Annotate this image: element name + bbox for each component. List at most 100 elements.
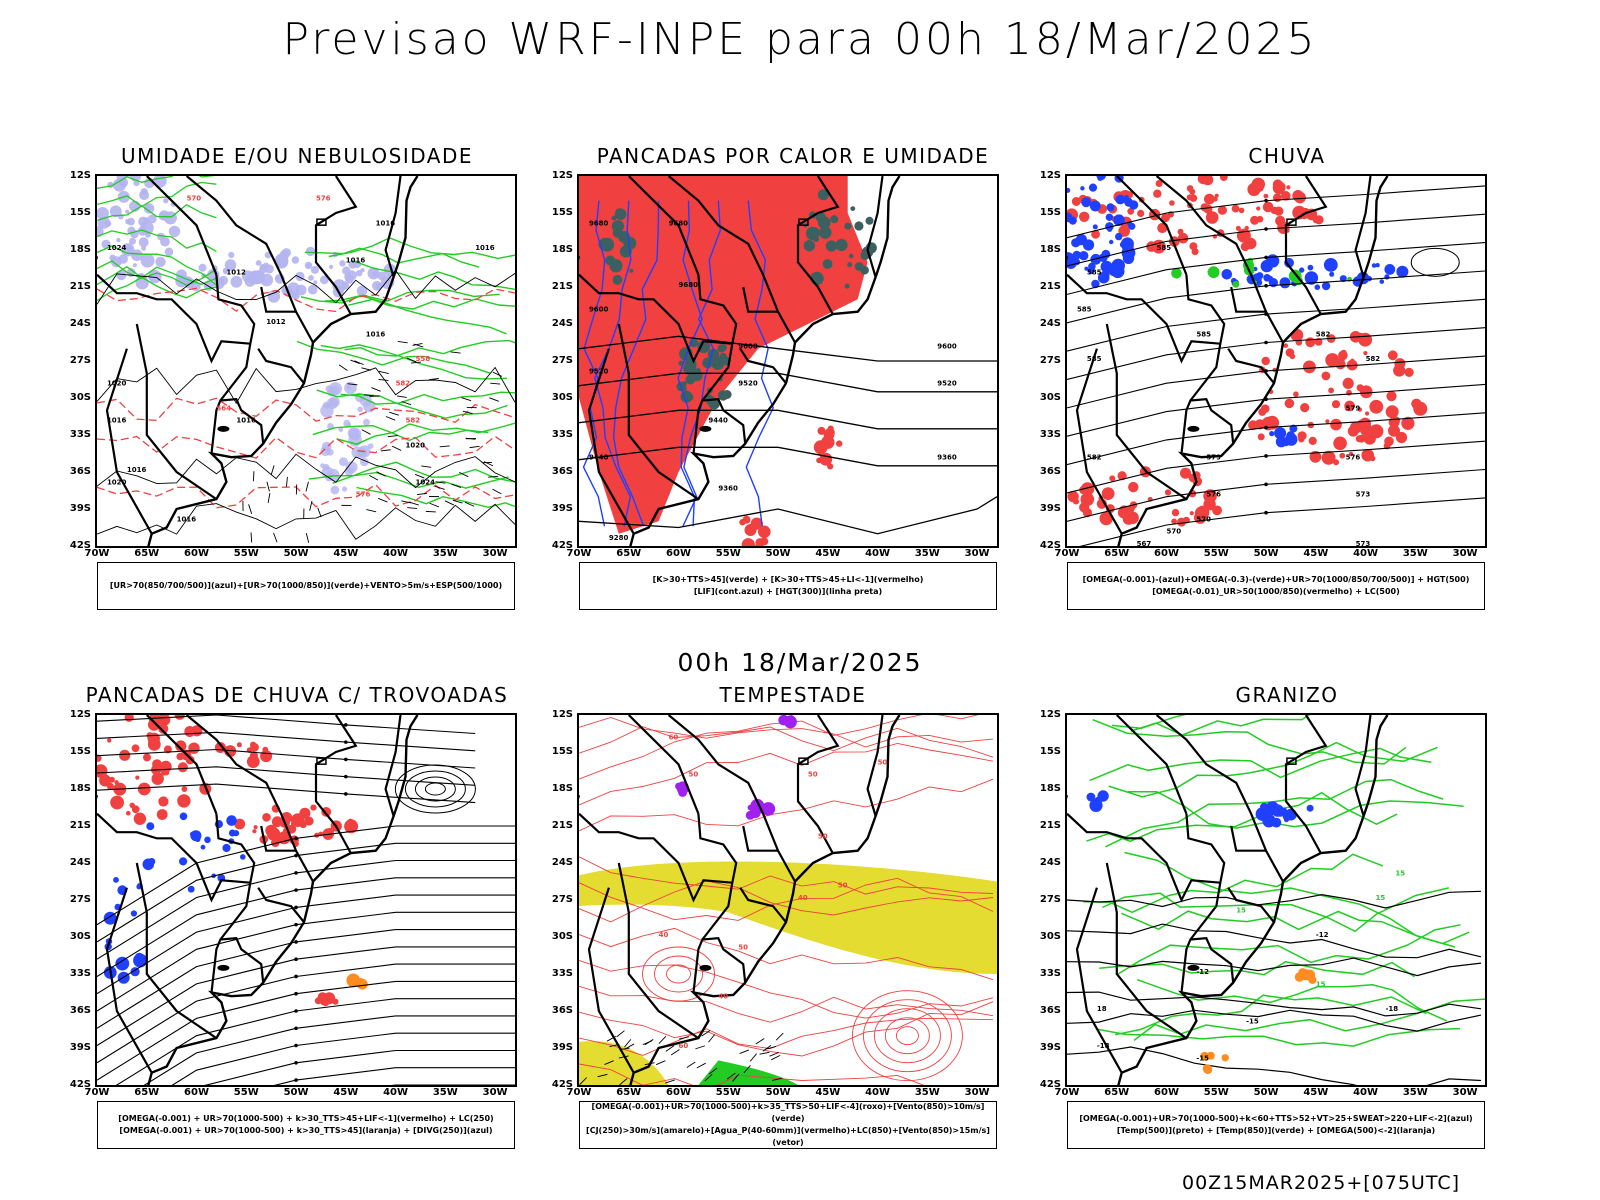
- omega-area: [1314, 284, 1321, 290]
- temp-850-contour: [1092, 719, 1407, 765]
- lon-tick-label: 30W: [1452, 548, 1478, 559]
- lat-tick-label: 36S: [551, 466, 573, 477]
- streamline-arrow: [294, 871, 298, 875]
- wind-vector: [769, 1051, 779, 1057]
- temp-850-contour: [1114, 994, 1427, 1036]
- wind-vector: [619, 1078, 628, 1085]
- omega-500-area: [1304, 969, 1316, 981]
- rain-area: [1204, 193, 1215, 205]
- humidity-contour-1000: [344, 339, 515, 357]
- omega-area: [1375, 263, 1380, 268]
- forecast-time-label: 00h 18/Mar/2025: [677, 648, 923, 677]
- humidity-area-850: [363, 400, 376, 413]
- omega-area: [1307, 264, 1314, 271]
- humidity-contour-1000: [97, 260, 217, 287]
- lat-tick-label: 12S: [1039, 170, 1061, 181]
- contour-label: 15: [1236, 906, 1246, 914]
- water-vapor-contour: [579, 877, 994, 921]
- humidity-area-850: [255, 260, 262, 266]
- instability-area: [742, 515, 751, 524]
- omega-area: [1121, 246, 1136, 260]
- lon-tick-label: 30W: [964, 548, 990, 559]
- humidity-area-850: [168, 225, 181, 238]
- temp-500-contour: [1067, 890, 1482, 909]
- rain-area: [1197, 176, 1209, 185]
- lat-tick-label: 12S: [551, 170, 573, 181]
- heat-humidity-area: [844, 222, 852, 230]
- humidity-area-850: [313, 280, 318, 285]
- lon-tick-label: 70W: [1054, 548, 1080, 559]
- height-contour: [579, 409, 997, 430]
- omega-area: [1087, 267, 1095, 275]
- thunderstorm-area: [177, 794, 191, 808]
- omega-area: [1329, 271, 1335, 277]
- lat-tick-label: 30S: [1039, 392, 1061, 403]
- state-border: [215, 274, 256, 402]
- thickness-contour: [97, 287, 515, 313]
- state-border: [1185, 813, 1226, 941]
- state-border: [692, 937, 747, 993]
- state-border: [1230, 825, 1266, 852]
- contour-label: 9600: [589, 306, 609, 314]
- humidity-area-850: [143, 203, 155, 214]
- contour-label: 50: [738, 943, 748, 951]
- lon-tick-label: 45W: [333, 548, 359, 559]
- heat-humidity-area: [685, 393, 694, 402]
- wind-vector: [273, 532, 278, 543]
- storm-area: [785, 716, 793, 724]
- rain-area: [1298, 436, 1305, 443]
- contour-label: 60: [669, 734, 679, 742]
- pressure-contour: [97, 453, 515, 489]
- humidity-area-850: [139, 190, 150, 201]
- water-vapor-contour: [579, 742, 994, 806]
- rain-area: [1388, 424, 1400, 437]
- wind-vector: [389, 411, 399, 416]
- humidity-area-850: [164, 247, 174, 257]
- contour-label: 567: [1137, 540, 1152, 546]
- rain-area: [1342, 377, 1354, 389]
- state-border: [739, 348, 787, 384]
- humidity-area-850: [109, 205, 122, 218]
- contour-label: -18: [1385, 1005, 1398, 1013]
- wind-vector: [489, 397, 499, 402]
- lon-tick-label: 60W: [184, 548, 209, 559]
- wind-vector: [416, 492, 428, 496]
- legend-line: [OMEGA(-0.01)_UR>50(1000/850)(vermelho) …: [1152, 587, 1400, 596]
- instability-area: [813, 440, 828, 455]
- rain-area: [1079, 502, 1090, 513]
- contour-label: 1020: [406, 441, 426, 449]
- water-vapor-contour: [579, 778, 994, 832]
- state-border: [384, 715, 402, 817]
- wind-vector: [759, 1051, 770, 1055]
- omega-area: [1321, 281, 1331, 291]
- wind-vector: [772, 1077, 782, 1081]
- wind-vector: [378, 379, 389, 381]
- rain-area: [1161, 213, 1170, 223]
- rain-area: [1203, 489, 1217, 503]
- humidity-contour-1000: [336, 422, 515, 445]
- humidity-area-850: [357, 406, 363, 413]
- wind-vector: [450, 351, 461, 354]
- humidity-area-850: [267, 290, 281, 303]
- humidity-area-850: [330, 386, 340, 395]
- lat-tick-label: 30S: [1039, 931, 1061, 942]
- wind-vector: [380, 449, 391, 452]
- thunderstorm-area: [148, 715, 161, 725]
- lon-tick-label: 60W: [184, 1087, 209, 1098]
- circulation-center: [1410, 247, 1460, 277]
- lon-tick-label: 40W: [1353, 1087, 1379, 1098]
- instability-area: [760, 537, 769, 546]
- state-border: [1354, 176, 1372, 278]
- wind-vector: [414, 473, 425, 479]
- contour-label: 1016: [475, 244, 495, 252]
- omega-area: [1081, 197, 1092, 208]
- contour-label: 9360: [937, 454, 957, 462]
- omega-area: [1089, 200, 1101, 212]
- rain-area: [1328, 387, 1334, 394]
- rain-area: [1157, 222, 1168, 234]
- lat-tick-label: 27S: [551, 894, 573, 905]
- humidity-area-850: [346, 385, 352, 391]
- rain-area: [1080, 482, 1095, 496]
- wind-vector: [771, 1054, 781, 1061]
- thunderstorm-area: [246, 755, 260, 768]
